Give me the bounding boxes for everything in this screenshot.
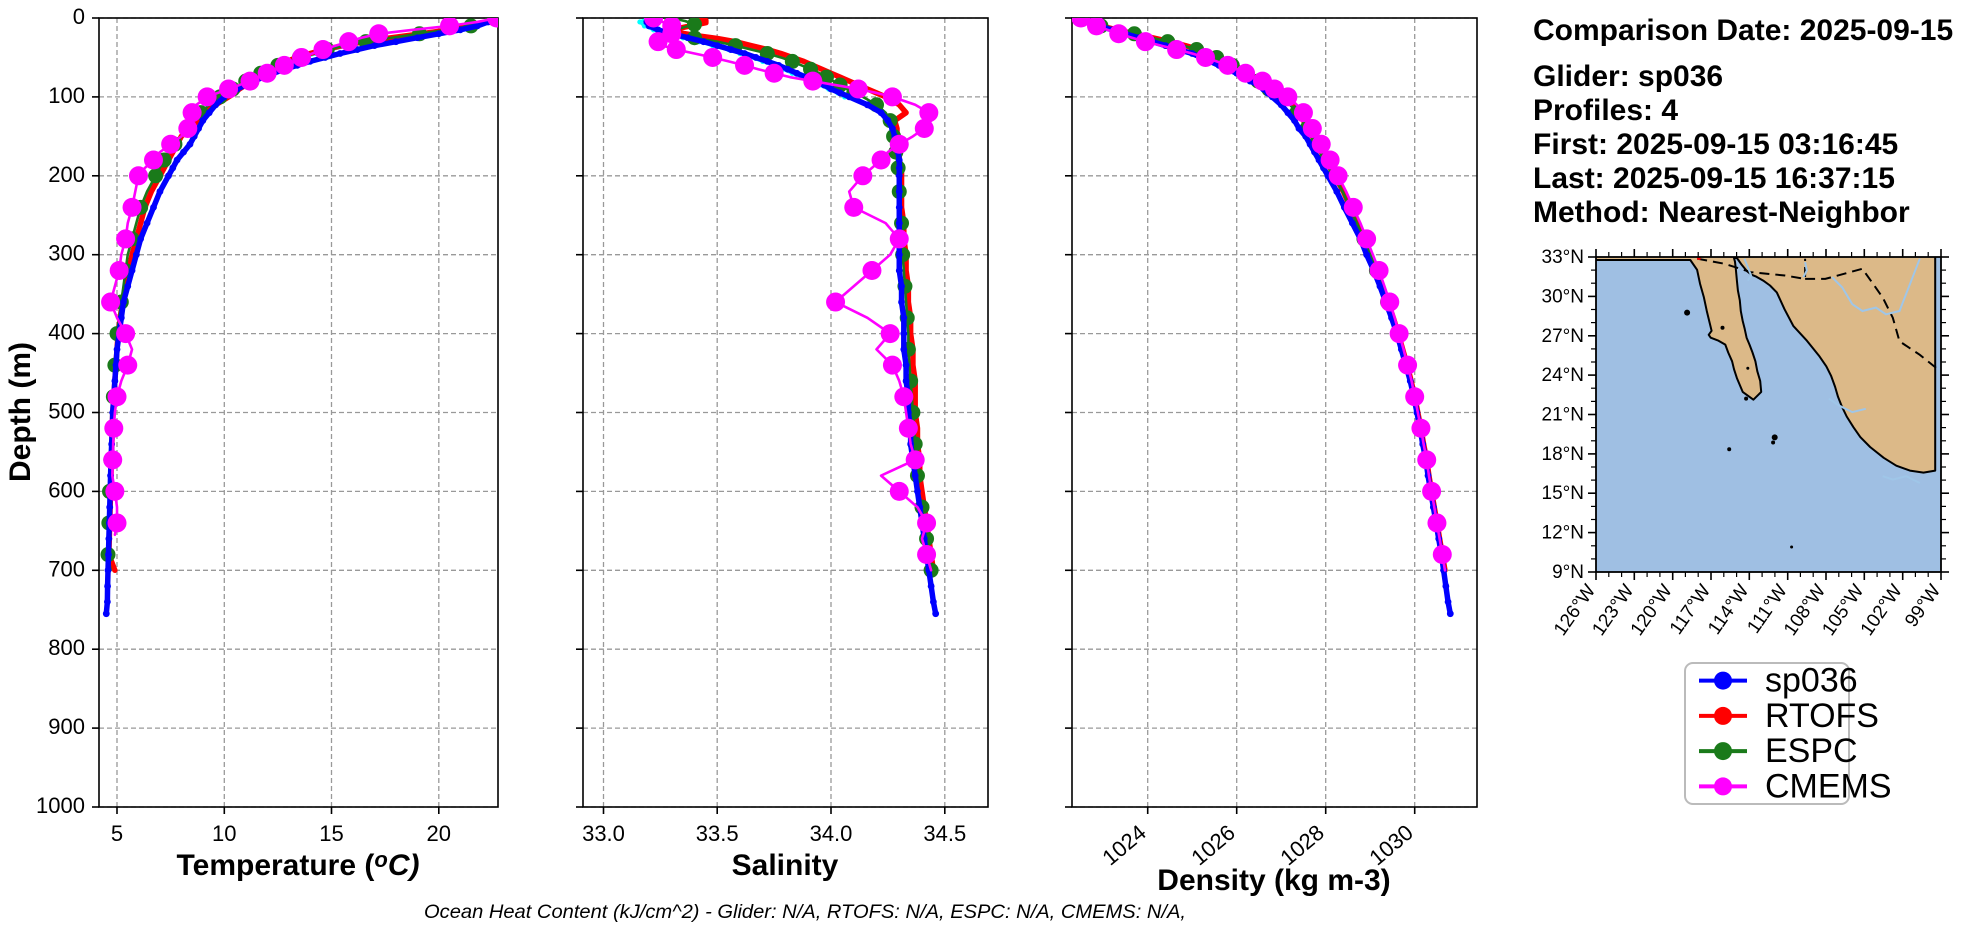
svg-text:First: 2025-09-15 03:16:45: First: 2025-09-15 03:16:45 xyxy=(1533,128,1898,161)
svg-text:33.0: 33.0 xyxy=(582,821,625,846)
svg-text:34.5: 34.5 xyxy=(923,821,966,846)
svg-text:20: 20 xyxy=(427,821,451,846)
svg-text:1030: 1030 xyxy=(1364,820,1418,871)
svg-text:sp036: sp036 xyxy=(1765,662,1858,700)
svg-text:33.5: 33.5 xyxy=(696,821,739,846)
svg-text:100: 100 xyxy=(48,83,85,108)
svg-text:Depth (m): Depth (m) xyxy=(4,342,37,482)
svg-text:800: 800 xyxy=(48,635,85,660)
svg-text:300: 300 xyxy=(48,241,85,266)
svg-text:1028: 1028 xyxy=(1275,820,1329,871)
svg-text:24°N: 24°N xyxy=(1542,365,1584,386)
svg-text:34.0: 34.0 xyxy=(810,821,853,846)
svg-text:400: 400 xyxy=(48,320,85,345)
svg-text:Profiles: 4: Profiles: 4 xyxy=(1533,94,1678,127)
svg-text:99°W: 99°W xyxy=(1901,581,1945,631)
svg-text:Glider: sp036: Glider: sp036 xyxy=(1533,60,1723,93)
svg-text:9°N: 9°N xyxy=(1552,562,1584,583)
svg-text:CMEMS: CMEMS xyxy=(1765,767,1892,805)
svg-text:1026: 1026 xyxy=(1186,820,1240,871)
svg-text:0: 0 xyxy=(73,4,85,29)
svg-text:114°W: 114°W xyxy=(1704,581,1753,639)
svg-text:15°N: 15°N xyxy=(1542,483,1584,504)
svg-text:12°N: 12°N xyxy=(1542,523,1584,544)
svg-text:120°W: 120°W xyxy=(1627,581,1677,640)
svg-text:ESPC: ESPC xyxy=(1765,732,1858,770)
svg-text:Density (kg m-3): Density (kg m-3) xyxy=(1157,864,1390,897)
svg-text:102°W: 102°W xyxy=(1857,581,1907,640)
svg-text:30°N: 30°N xyxy=(1542,286,1584,307)
svg-text:15: 15 xyxy=(319,821,343,846)
svg-text:Temperature (oC): Temperature (oC) xyxy=(177,847,420,882)
svg-text:RTOFS: RTOFS xyxy=(1765,697,1879,735)
svg-text:18°N: 18°N xyxy=(1542,444,1584,465)
svg-text:1024: 1024 xyxy=(1097,820,1151,871)
svg-text:Comparison Date: 2025-09-15: Comparison Date: 2025-09-15 xyxy=(1533,14,1953,47)
svg-text:21°N: 21°N xyxy=(1542,405,1584,426)
svg-text:Method: Nearest-Neighbor: Method: Nearest-Neighbor xyxy=(1533,196,1910,229)
svg-text:33°N: 33°N xyxy=(1542,247,1584,268)
svg-text:Salinity: Salinity xyxy=(732,849,839,882)
svg-text:5: 5 xyxy=(111,821,123,846)
svg-text:1000: 1000 xyxy=(36,793,85,818)
svg-text:Last: 2025-09-15 16:37:15: Last: 2025-09-15 16:37:15 xyxy=(1533,162,1895,195)
svg-text:200: 200 xyxy=(48,162,85,187)
svg-text:700: 700 xyxy=(48,556,85,581)
svg-text:Ocean Heat Content (kJ/cm^2) -: Ocean Heat Content (kJ/cm^2) - Glider: N… xyxy=(424,902,1186,923)
svg-text:27°N: 27°N xyxy=(1542,326,1584,347)
svg-text:10: 10 xyxy=(212,821,236,846)
svg-text:600: 600 xyxy=(48,477,85,502)
svg-text:500: 500 xyxy=(48,399,85,424)
svg-text:900: 900 xyxy=(48,714,85,739)
